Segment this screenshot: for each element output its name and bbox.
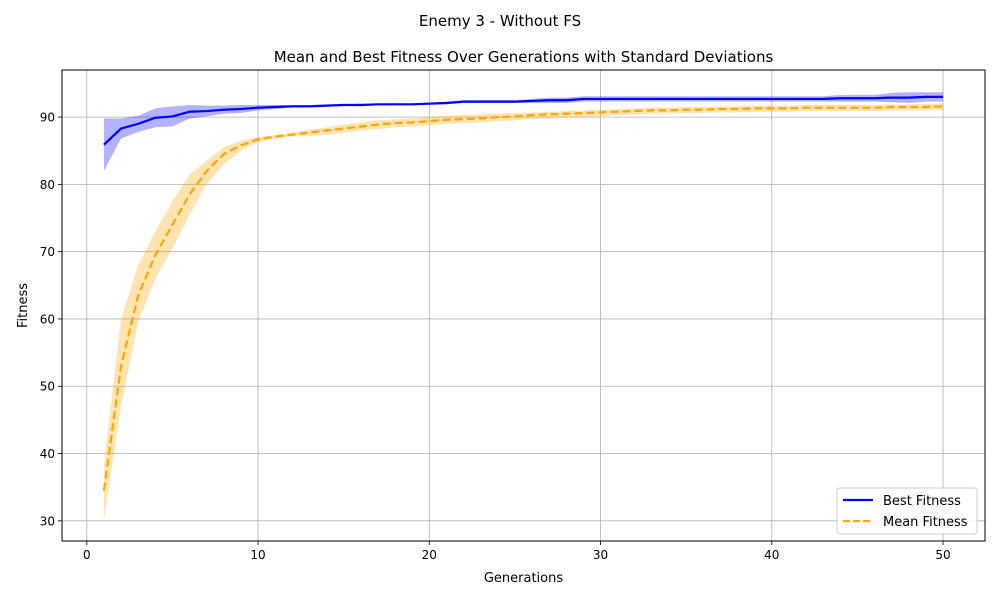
x-axis-label: Generations [484,571,564,586]
best-fitness-std-band [103,92,944,171]
x-tick-label: 40 [764,548,779,562]
legend-label-best-fitness: Best Fitness [883,494,961,509]
x-tick-label: 50 [935,548,950,562]
y-tick-label: 80 [40,178,55,192]
y-tick-label: 30 [40,514,55,528]
figure-suptitle: Enemy 3 - Without FS [419,12,581,30]
legend-label-mean-fitness: Mean Fitness [883,515,968,530]
best-fitness-line [103,95,944,146]
legend: Best Fitness Mean Fitness [836,487,978,535]
chart-title: Mean and Best Fitness Over Generations w… [274,48,774,66]
x-tick-label: 20 [422,548,437,562]
y-tick-label: 50 [40,380,55,394]
x-tick-label: 0 [83,548,91,562]
mean-fitness-line [102,105,944,491]
y-tick-label: 40 [40,447,55,461]
y-tick-label: 90 [40,111,55,125]
x-tick-label: 30 [593,548,608,562]
y-tick-label: 60 [40,312,55,326]
axis-ticks: 0 10 20 30 40 50 30 40 50 60 70 80 90 [40,111,951,562]
y-axis-label: Fitness [16,283,31,328]
grid [62,70,985,541]
std-bands [103,92,944,521]
x-tick-label: 10 [250,548,265,562]
plot-frame [61,69,986,542]
y-tick-label: 70 [40,245,55,259]
series-lines [102,95,944,491]
mean-fitness-std-band [103,103,944,521]
